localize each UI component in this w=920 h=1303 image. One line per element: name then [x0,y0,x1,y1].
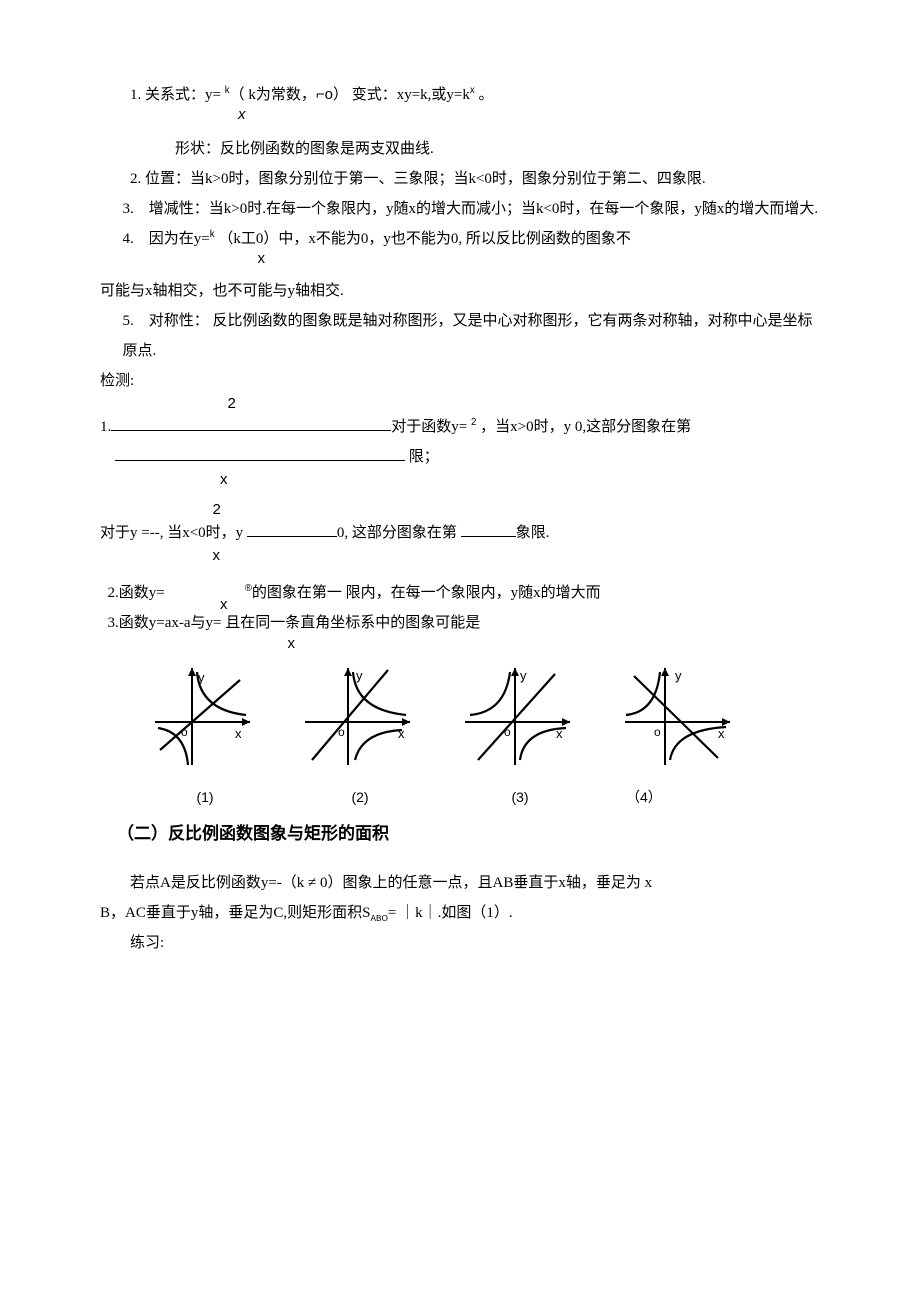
svg-text:x: x [398,726,405,741]
section-2-heading: （二）反比例函数图象与矩形的面积 [100,817,820,851]
graph-2-svg: y o x [300,660,420,770]
graph-3-label: (3) [460,783,580,811]
text: 1. 关系式：y= [130,87,225,103]
graph-1: y o x (1) [150,660,260,811]
text: （k工0）中，x不能为0，y也不能为0, 所以反比例函数的图象不 [215,231,631,247]
text: 对于函数y= [391,419,471,435]
sub-abo: ABO [370,914,387,923]
practice-heading: 练习: [100,928,820,958]
denom-x: x [238,106,246,123]
q1-numerator: 2 [100,396,820,412]
graph-4: y o x （4） [620,660,740,811]
blank [115,442,405,461]
blank [247,518,337,537]
blank [461,518,516,537]
q1-num: 1. [100,419,111,435]
item-3: 3. 增减性：当k>0时.在每一个象限内，y随x的增大而减小；当k<0时，在每一… [100,194,820,224]
graph-1-svg: y o x [150,660,260,770]
text: 对于y =--, 当x<0时，y [100,525,247,541]
graph-1-label: (1) [150,783,260,811]
q1-line1: 1.对于函数y= 2 ，当x>0时，y 0,这部分图象在第 [100,412,820,442]
item-4-line2: 可能与x轴相交，也不可能与y轴相交. [100,276,820,306]
text: 2.函数y= [108,585,165,601]
q3-denom: x [100,638,820,650]
two: 2 [228,395,236,412]
text: 的图象在第一 限内，在每一个象限内，y随x的增大而 [252,585,601,601]
item-2: 2. 位置：当k>0时，图象分别位于第一、三象限；当k<0时，图象分别位于第二、… [100,164,820,194]
svg-text:o: o [654,725,661,739]
section-2-body-a: 若点A是反比例函数y=-（k ≠ 0）图象上的任意一点，且AB垂直于x轴，垂足为… [100,868,820,898]
dot: 。 [475,87,494,103]
denom-x: x [213,547,221,564]
q1b-denom: x [100,548,820,564]
graph-2: y o x (2) [300,660,420,811]
text: 0, 这部分图象在第 [337,525,461,541]
text: 象限. [516,525,550,541]
text: 限； [405,449,439,465]
graphs-row: y o x (1) y o x (2) [150,660,820,811]
svg-text:y: y [356,668,363,683]
q1b-numerator: 2 [100,502,820,518]
denom-x: x [288,635,296,652]
denom-x: x [220,471,228,488]
graph-4-svg: y o x [620,660,740,770]
text: 3.函数y=ax-a与y= 且在同一条直角坐标系中的图象可能是 [108,615,481,631]
text: B，AC垂直于y轴，垂足为C,则矩形面积S [100,905,370,921]
graph-3: y o x (3) [460,660,580,811]
q1-denom: x [100,472,820,488]
text: ） 变式：xy=k,或y=k [333,87,470,103]
check-heading: 检测: [100,366,820,396]
section-2-body-b: B，AC垂直于y轴，垂足为C,则矩形面积SABO= ｜k｜.如图（1）. [100,898,820,928]
graph-4-label: （4） [620,783,740,811]
text: = ｜k｜.如图（1）. [388,905,513,921]
denom-x: x [258,250,266,267]
q1-line2: 限； [100,442,820,472]
item-1-shape: 形状：反比例函数的图象是两支双曲线. [100,134,820,164]
text: 4. 因为在y= [123,231,210,247]
text: ，当x>0时，y 0,这部分图象在第 [476,419,691,435]
neq-zero: ⌐o [316,86,333,103]
graph-3-svg: y o x [460,660,580,770]
reg: ® [245,583,252,594]
q1b-line: 对于y =--, 当x<0时，y 0, 这部分图象在第 象限. [100,518,820,548]
q3-line: 3.函数y=ax-a与y= 且在同一条直角坐标系中的图象可能是 [100,608,820,638]
item-5: 5. 对称性： 反比例函数的图象既是轴对称图形，又是中心对称图形，它有两条对称轴… [100,306,820,366]
svg-text:y: y [520,668,527,683]
two: 2 [213,501,221,518]
svg-text:x: x [235,726,242,741]
graph-2-label: (2) [300,783,420,811]
svg-text:y: y [675,668,682,683]
blank [111,412,391,431]
